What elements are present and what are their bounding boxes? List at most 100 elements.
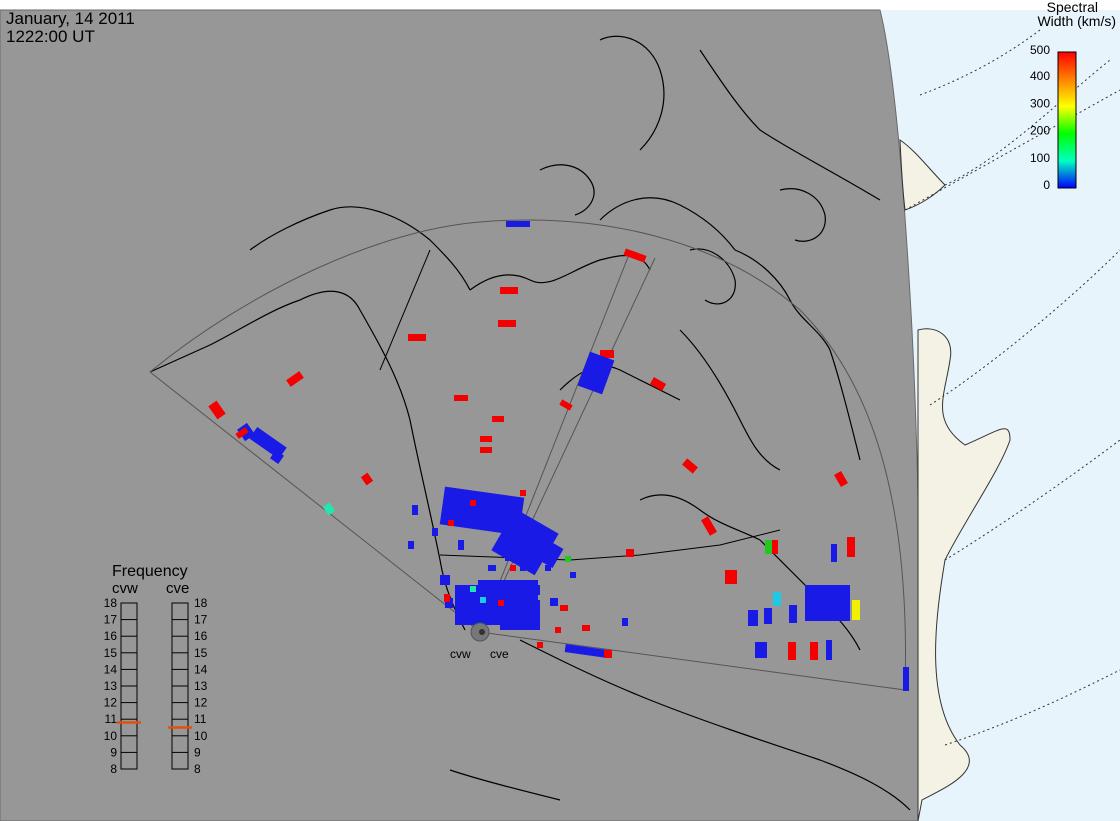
echo-cell [577,351,615,395]
echo-cell [235,427,249,439]
echo-cell [545,565,551,571]
colorbar-tick-label: 100 [1030,151,1050,165]
echo-cell [454,395,468,401]
echo-cell [831,544,837,562]
frequency-tick-label: 13 [194,679,208,693]
echo-cell [444,594,450,602]
radar-field-of-view [149,219,906,691]
echo-layer [208,221,909,691]
time-label: 1222:00 UT [6,27,95,46]
frequency-scales: 18 17 16 15 14 13 12 11 10 9 8 18 17 16 15 14 13 12 11 10 9 8 [104,596,208,776]
echo-cell [520,565,526,571]
echo-cell [520,490,526,496]
echo-cell [480,597,486,603]
echo-cell [492,416,504,422]
frequency-tick-label: 11 [194,712,207,726]
echo-cell [526,533,564,569]
colorbar-tick-label: 200 [1030,124,1050,138]
colorbar-title-line1: Spectral [1047,0,1098,15]
echo-cell [455,495,467,523]
colorbar-tick-label: 0 [1043,178,1050,192]
echo-cell [565,556,571,562]
frequency-label-cvw: cvw [112,580,138,597]
radar-label-cve: cve [490,647,509,661]
grid-lines [904,29,1120,746]
land-mass [0,9,921,821]
echo-cell [506,221,530,227]
colorbar-ticks: 500 400 300 200 100 0 [1030,43,1050,192]
frequency-tick-label: 10 [194,729,208,743]
echo-cell [764,608,772,624]
echo-cell [826,640,832,660]
echo-cell [570,572,576,578]
frequency-tick-label: 8 [194,762,201,776]
echo-cell [773,592,781,606]
echo-cell [458,540,464,550]
echo-cell [725,570,737,584]
echo-cell [500,287,518,294]
frequency-tick-label: 15 [194,646,208,660]
frequency-tick-label: 11 [105,712,118,726]
echo-cell [682,458,698,474]
frequency-tick-label: 18 [194,596,208,610]
echo-cell [649,377,667,391]
frequency-tick-label: 10 [104,729,118,743]
echo-cell [834,470,848,488]
date-label: January, 14 2011 [6,9,135,28]
echo-cell [623,248,647,263]
echo-cell [445,598,453,608]
echo-cell [789,605,797,623]
frequency-tick-label: 14 [104,662,118,676]
coastlines [149,35,911,811]
ice-region-north [899,139,946,211]
echo-cell [622,618,628,626]
echo-cell [208,400,226,420]
echo-cell [500,600,540,630]
echo-cell [286,371,304,387]
echo-cell [748,610,758,626]
frequency-tick-label: 9 [194,745,201,759]
frequency-tick-label: 17 [194,613,208,627]
frequency-tick-label: 18 [104,596,118,610]
echo-cell [480,436,492,442]
frequency-tick-label: 15 [104,646,118,660]
colorbar-tick-label: 400 [1030,69,1050,83]
frequency-tick-label: 8 [110,762,117,776]
frequency-tick-label: 16 [194,629,208,643]
echo-cell [412,505,418,515]
echo-cell [530,585,540,595]
frequency-label-cve: cve [166,580,189,597]
echo-cell [626,549,634,557]
echo-cell [498,600,504,606]
top-strip [0,0,1120,10]
echo-cell [360,472,374,486]
echo-cell [408,334,426,341]
colorbar-title-line2: Width (km/s) [1037,13,1116,29]
echo-cell [600,350,614,358]
colorbar-tick-label: 500 [1030,43,1050,57]
echo-cell [701,516,717,536]
echo-cell [432,528,438,536]
frequency-title: Frequency [112,563,188,580]
echo-cell [480,447,492,453]
echo-cell [470,586,476,592]
radar-site-center [479,629,485,635]
echo-cell [408,541,414,549]
echo-cell [555,627,561,633]
ice-region-east [917,328,1011,821]
radar-label-cvw: cvw [450,647,471,661]
echo-cell [505,555,513,561]
echo-cell [550,598,558,606]
frequency-tick-label: 13 [104,679,118,693]
echo-cell [559,399,573,411]
echo-cell [488,565,496,571]
echo-cell [772,540,778,554]
echo-cell [440,575,450,585]
frequency-tick-label: 17 [104,613,118,627]
echo-cell [847,537,855,557]
colorbar-gradient [1057,51,1077,189]
echo-cell [788,642,796,660]
echo-cell [903,667,909,691]
